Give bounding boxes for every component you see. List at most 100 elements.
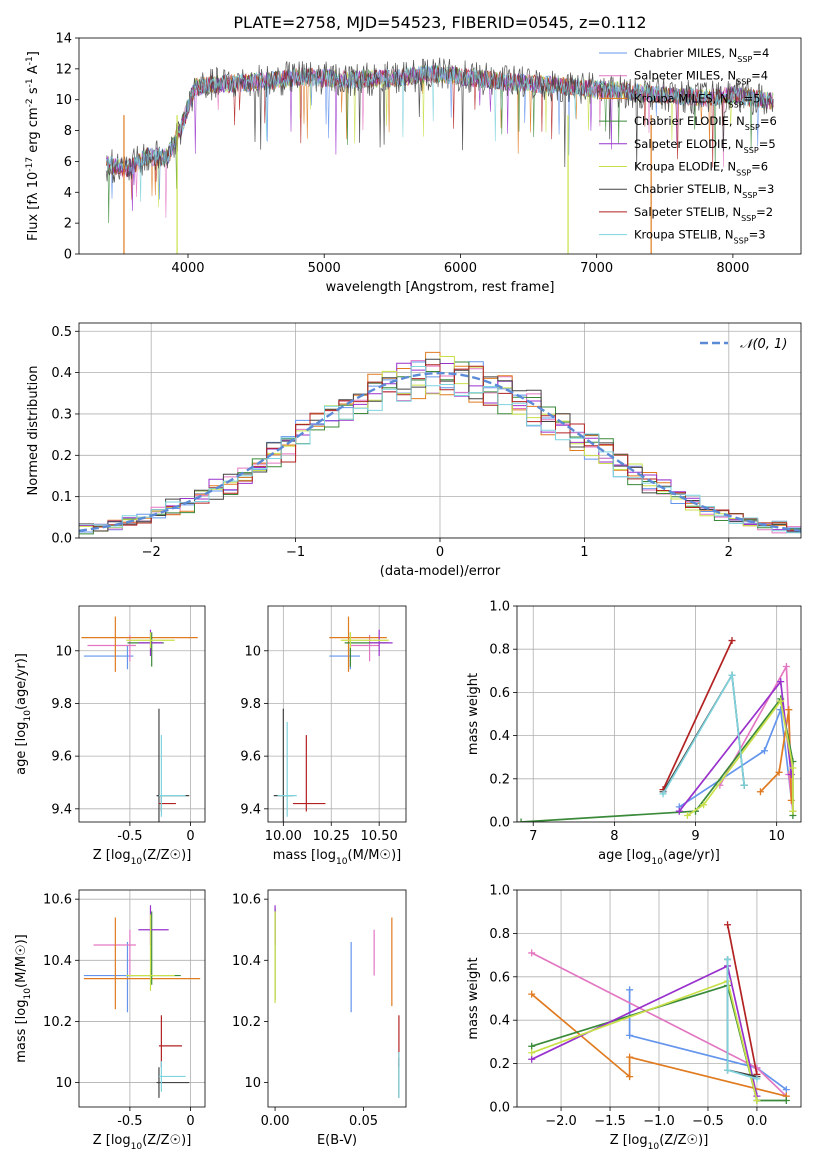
x-axis-label: Z [log10(Z/Z☉)] xyxy=(93,1133,192,1152)
x-tick-label: -0.5 xyxy=(117,829,142,844)
plot-area xyxy=(79,606,205,822)
x-tick-label: 0 xyxy=(186,1114,194,1129)
weight-point-marker xyxy=(753,1075,761,1083)
y-tick-label: 0.2 xyxy=(51,449,72,464)
x-tick-label: 8000 xyxy=(716,261,749,276)
legend-entry: Chabrier ELODIE, NSSP=6 xyxy=(634,114,777,132)
x-tick-label: −1.5 xyxy=(594,1114,626,1129)
x-tick-label: 1 xyxy=(580,545,588,560)
y-tick-label: 14 xyxy=(55,32,72,47)
plot-area xyxy=(517,606,801,822)
axes-frame xyxy=(78,37,802,255)
panel-spectrum: 4000 5000 6000 7000 8000 0 2 4 6 8 10 12 14 wavelengt… xyxy=(25,32,802,295)
y-tick-label: 10.2 xyxy=(232,1015,261,1030)
x-tick-label: 0.0 xyxy=(747,1114,768,1129)
x-tick-label: 10 xyxy=(768,829,785,844)
normal-reference-curve xyxy=(79,371,801,532)
y-tick-label: 10 xyxy=(55,93,72,108)
panel-residuals: −2 −1 0 1 2 0.0 0.1 0.2 0.3 0.4 0.5 (data-model)/er… xyxy=(26,322,802,579)
weight-point-marker xyxy=(724,921,732,929)
y-tick-label: 1.0 xyxy=(489,884,510,899)
x-tick-label: 0.05 xyxy=(349,1114,378,1129)
y-axis-label: Normed distribution xyxy=(26,366,41,496)
panel-massweight-vs-Z: −2.0 −1.5 −1.0 −0.5 0.0 0.0 0.2 0.4 0.6 0.8 1.0 Z [… xyxy=(466,884,802,1152)
weight-point-marker xyxy=(777,697,785,705)
y-tick-label: 12 xyxy=(55,62,72,77)
y-tick-label: 0.5 xyxy=(51,325,72,340)
legend-entry: Chabrier MILES, NSSP=4 xyxy=(634,46,769,64)
axes-frame xyxy=(78,889,206,1108)
weight-point-marker xyxy=(728,671,736,679)
y-tick-label: 0.6 xyxy=(489,686,510,701)
y-tick-label: 9.4 xyxy=(51,802,72,817)
weight-point-marker xyxy=(626,1073,634,1081)
y-tick-label: 0.4 xyxy=(489,729,510,744)
x-tick-label: 0 xyxy=(186,829,194,844)
axes-frame xyxy=(78,322,802,539)
y-tick-label: 9.8 xyxy=(51,697,72,712)
x-tick-label: 2 xyxy=(725,545,733,560)
x-tick-label: 0 xyxy=(436,545,444,560)
y-tick-label: 0.8 xyxy=(489,927,510,942)
legend: Chabrier MILES, NSSP=4 Salpeter MILES, NS… xyxy=(599,46,777,245)
weight-point-marker xyxy=(724,1066,732,1074)
panel-mass-vs-EBV: 0.00 0.05 10 10.2 10.4 10.6 E(B-V) xyxy=(232,889,407,1148)
x-tick-label: -0.5 xyxy=(117,1114,142,1129)
y-tick-label: 1.0 xyxy=(489,600,510,615)
weight-point-marker xyxy=(626,986,634,994)
panel-massweight-vs-age: 7 8 9 10 0.0 0.2 0.4 0.6 0.8 1.0 age [log10(age/yr… xyxy=(466,600,802,867)
axes-frame xyxy=(267,889,407,1108)
y-tick-label: 10.4 xyxy=(43,954,72,969)
y-axis-label: mass weight xyxy=(466,673,481,755)
legend-entry: Kroupa STELIB, NSSP=3 xyxy=(634,228,766,246)
weight-point-marker xyxy=(528,1049,536,1057)
legend-entry: 𝒩(0, 1) xyxy=(740,337,787,352)
plot-area xyxy=(79,890,205,1107)
y-tick-label: 0.6 xyxy=(489,970,510,985)
x-tick-label: −2 xyxy=(142,545,161,560)
x-axis-label: age [log10(age/yr)] xyxy=(598,848,720,867)
weight-point-marker xyxy=(517,818,525,822)
x-tick-label: −0.5 xyxy=(692,1114,724,1129)
y-tick-label: 4 xyxy=(64,186,72,201)
weight-point-marker xyxy=(528,1042,536,1050)
x-axis-label: Z [log10(Z/Z☉)] xyxy=(610,1133,709,1152)
x-tick-label: −1 xyxy=(286,545,305,560)
y-tick-label: 0.4 xyxy=(51,366,72,381)
x-tick-label: 10.50 xyxy=(361,829,398,844)
y-tick-label: 0.8 xyxy=(489,643,510,658)
x-axis-label: (data-model)/error xyxy=(380,564,501,579)
weight-point-marker xyxy=(626,1053,634,1061)
y-tick-label: 0.2 xyxy=(489,772,510,787)
y-tick-label: 9.6 xyxy=(240,750,261,765)
weight-point-marker xyxy=(528,949,536,957)
x-axis-label: E(B-V) xyxy=(317,1133,357,1148)
x-tick-label: 6000 xyxy=(444,261,477,276)
x-axis-label: Z [log10(Z/Z☉)] xyxy=(93,848,192,867)
legend-entry: Kroupa MILES, NSSP=5 xyxy=(634,91,761,109)
x-tick-label: 5000 xyxy=(308,261,341,276)
legend-entry: Salpeter MILES, NSSP=4 xyxy=(634,69,768,87)
plot-area xyxy=(274,905,400,1098)
x-tick-label: 10.00 xyxy=(265,829,302,844)
figure-title: PLATE=2758, MJD=54523, FIBERID=0545, z=0… xyxy=(233,13,646,32)
y-tick-label: 10 xyxy=(244,644,261,659)
x-tick-label: −1.0 xyxy=(643,1114,675,1129)
weight-point-marker xyxy=(753,1096,761,1104)
weight-point-marker xyxy=(789,764,797,772)
y-tick-label: 0.4 xyxy=(489,1014,510,1029)
y-tick-label: 10.4 xyxy=(232,954,261,969)
y-tick-label: 2 xyxy=(64,217,72,232)
weight-point-marker xyxy=(740,781,748,789)
y-axis-label: Flux [fλ 10-17 erg cm-2 s-1 A-1] xyxy=(25,51,41,241)
y-tick-label: 0 xyxy=(64,248,72,263)
y-tick-label: 10.2 xyxy=(43,1015,72,1030)
x-tick-label: 8 xyxy=(610,829,618,844)
y-tick-label: 6 xyxy=(64,155,72,170)
x-tick-label: 4000 xyxy=(171,261,204,276)
spectrum-line-chabrier-stelib xyxy=(105,57,774,184)
axes-frame xyxy=(267,605,407,823)
y-tick-label: 10.6 xyxy=(43,893,72,908)
chart-panels: 4000 5000 6000 7000 800002468101214wavelengt… xyxy=(14,32,802,1152)
